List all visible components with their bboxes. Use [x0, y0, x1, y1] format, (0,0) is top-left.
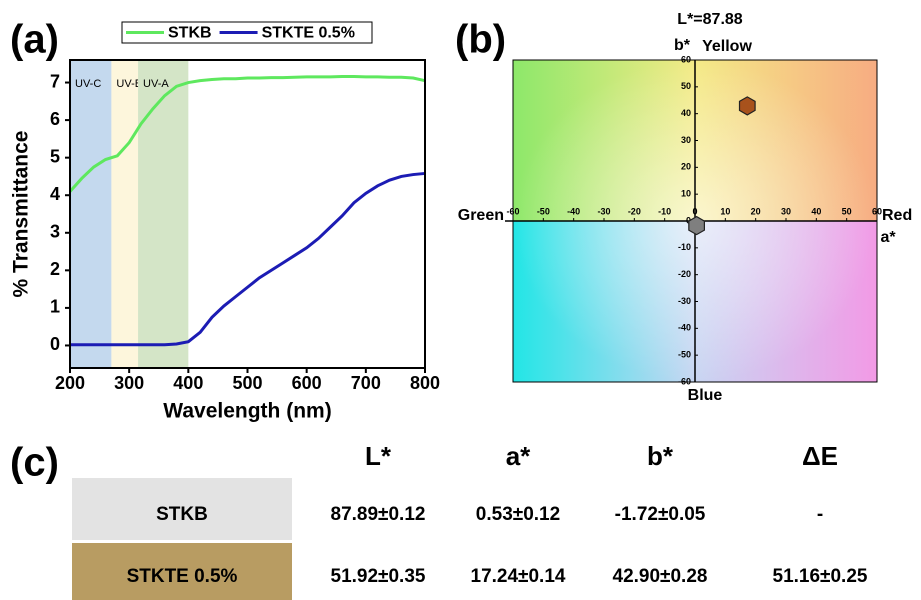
x-axis-title: Wavelength (nm) [163, 400, 331, 423]
y-tick-label: 5 [50, 146, 60, 166]
y-tick-label: 30 [681, 135, 691, 145]
annotation: Red [882, 207, 912, 224]
table-cell: STKB [156, 504, 208, 525]
y-tick-label: -40 [678, 323, 691, 333]
x-tick-label: 600 [292, 373, 322, 393]
y-tick-label: -10 [678, 242, 691, 252]
table-cell: -1.72±0.05 [615, 504, 706, 525]
chart-title: L*=87.88 [677, 11, 742, 28]
x-tick-label: -20 [628, 206, 641, 216]
sample-point [689, 217, 705, 235]
table-cell: STKTE 0.5% [127, 566, 238, 587]
y-tick-label: -50 [678, 350, 691, 360]
y-tick-label: 0 [50, 334, 60, 354]
legend-label: STKTE 0.5% [262, 25, 355, 42]
uv-region [111, 60, 138, 368]
annotation: Green [458, 207, 504, 224]
x-tick-label: -30 [597, 206, 610, 216]
y-tick-label: 2 [50, 259, 60, 279]
x-tick-label: 500 [232, 373, 262, 393]
x-tick-label: 50 [842, 206, 852, 216]
y-tick-label: -60 [678, 376, 691, 386]
x-tick-label: 40 [811, 206, 821, 216]
table-cell: 87.89±0.12 [331, 504, 426, 525]
y-tick-label: 10 [681, 189, 691, 199]
table-cell: - [817, 504, 823, 525]
panel-label: (b) [455, 18, 506, 62]
y-tick-label: 50 [681, 81, 691, 91]
table-cell: 0.53±0.12 [476, 504, 560, 525]
y-tick-label: 20 [681, 162, 691, 172]
y-tick-label: 60 [681, 54, 691, 64]
x-tick-label: 0 [692, 206, 697, 216]
x-tick-label: -50 [537, 206, 550, 216]
x-tick-label: 400 [173, 373, 203, 393]
table-cell: 17.24±0.14 [471, 566, 566, 587]
y-tick-label: 4 [50, 184, 60, 204]
y-tick-label: -30 [678, 296, 691, 306]
region-label: UV-C [75, 78, 101, 90]
y-tick-label: 3 [50, 222, 60, 242]
panel-label: (c) [10, 441, 59, 485]
annotation: Yellow [702, 38, 752, 55]
uv-region [70, 60, 111, 368]
x-tick-label: -60 [506, 206, 519, 216]
x-tick-label: 20 [751, 206, 761, 216]
table-cell: 51.92±0.35 [331, 566, 426, 587]
x-tick-label: 60 [872, 206, 882, 216]
figure: (a) (b) (c) UV-CUV-BUV-A2003004005006007… [0, 0, 921, 600]
panel-label: (a) [10, 18, 59, 62]
y-axis-title: % Transmittance [10, 131, 33, 298]
uv-region [138, 60, 188, 368]
table-header: b* [647, 441, 674, 471]
y-tick-label: 40 [681, 108, 691, 118]
legend-label: STKB [168, 25, 212, 42]
x-tick-label: 700 [351, 373, 381, 393]
y-tick-label: 7 [50, 71, 60, 91]
x-tick-label: 200 [55, 373, 85, 393]
sample-point [740, 97, 756, 115]
annotation: Blue [688, 387, 723, 404]
table-header: L* [365, 441, 392, 471]
y-tick-label: 6 [50, 109, 60, 129]
table-cell: 51.16±0.25 [773, 566, 868, 587]
x-tick-label: 30 [781, 206, 791, 216]
table-cell: 42.90±0.28 [613, 566, 708, 587]
region-label: UV-A [143, 78, 169, 90]
y-tick-label: -20 [678, 269, 691, 279]
x-tick-label: -40 [567, 206, 580, 216]
x-tick-label: -10 [658, 206, 671, 216]
x-tick-label: 800 [410, 373, 440, 393]
a-axis-label: a* [880, 229, 896, 246]
x-tick-label: 10 [720, 206, 730, 216]
table-header: a* [506, 441, 531, 471]
x-tick-label: 300 [114, 373, 144, 393]
y-tick-label: 1 [50, 297, 60, 317]
table-header: ΔE [802, 441, 838, 471]
b-axis-label: b* [674, 37, 691, 54]
